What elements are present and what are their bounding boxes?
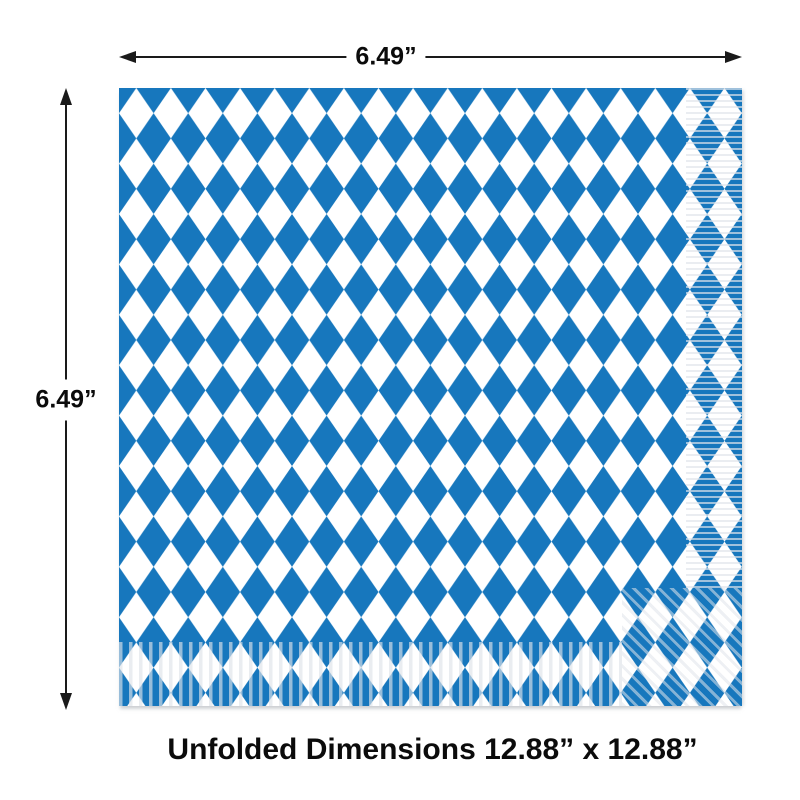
unfolded-dimensions-text: Unfolded Dimensions 12.88” x 12.88”: [167, 733, 698, 766]
napkin-panel: [119, 88, 742, 706]
height-label: 6.49”: [29, 379, 103, 421]
height-dimension: 6.49”: [29, 88, 103, 710]
width-dimension: 6.49”: [119, 38, 742, 76]
arrowhead-left-icon: [119, 51, 136, 63]
arrowhead-down-icon: [60, 693, 72, 710]
bavarian-diamond-pattern: [119, 88, 742, 706]
arrowhead-up-icon: [60, 88, 72, 105]
width-label: 6.49”: [346, 38, 426, 76]
arrowhead-right-icon: [725, 51, 742, 63]
width-arrow-line: [124, 56, 737, 58]
